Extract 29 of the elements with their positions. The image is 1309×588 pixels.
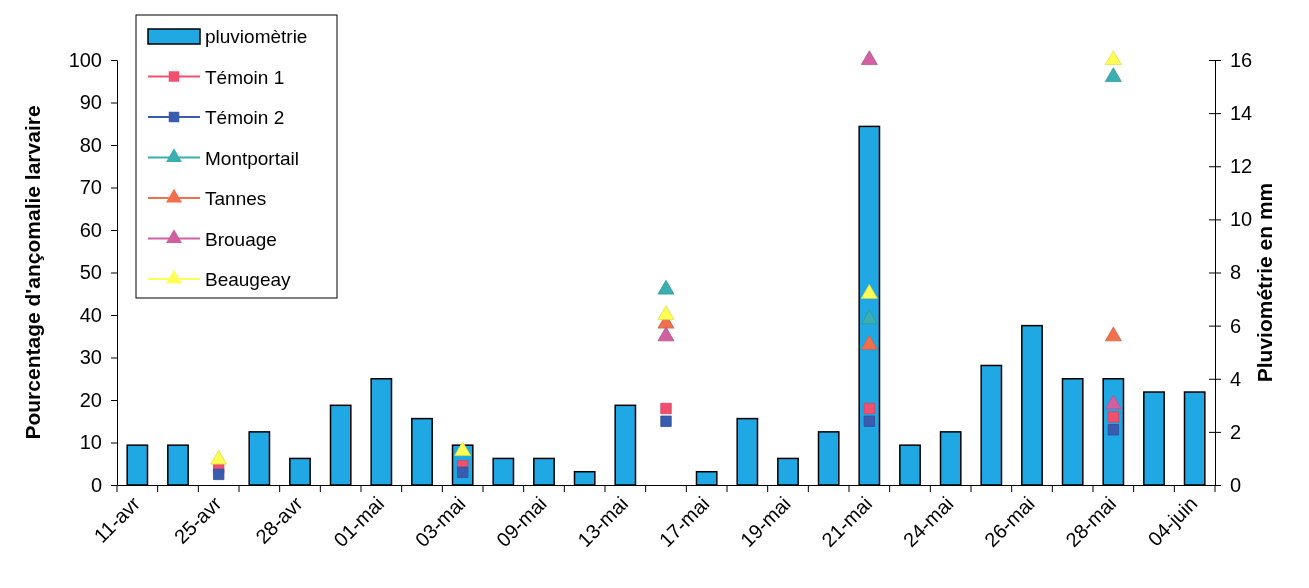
y2-tick-label: 8 xyxy=(1230,261,1242,284)
y-tick-label: 90 xyxy=(79,91,102,114)
legend-label: Témoin 1 xyxy=(205,66,285,88)
y-tick-label: 50 xyxy=(79,261,102,284)
legend-label: Montportail xyxy=(205,147,299,169)
legend-label: Tannes xyxy=(205,188,267,209)
y-tick-label: 20 xyxy=(79,388,102,411)
y2-tick-label: 12 xyxy=(1230,155,1253,178)
y2-tick-label: 2 xyxy=(1230,420,1242,443)
y2-axis-title: Pluviométrie en mm xyxy=(1253,182,1276,383)
y-tick-label: 40 xyxy=(79,303,102,326)
y-tick-label: 0 xyxy=(90,473,102,496)
y2-tick-label: 10 xyxy=(1230,208,1253,231)
y2-tick-label: 4 xyxy=(1230,367,1242,390)
y-tick-label: 30 xyxy=(79,346,102,369)
y-tick-label: 100 xyxy=(68,48,102,71)
y2-tick-label: 14 xyxy=(1230,102,1253,125)
legend-label: Brouage xyxy=(205,228,277,250)
y-tick-label: 70 xyxy=(79,176,102,199)
y2-tick-label: 0 xyxy=(1230,473,1242,496)
y2-tick-label: 6 xyxy=(1230,314,1242,337)
legend-label: Témoin 2 xyxy=(205,107,285,128)
legend-label: Beaugeay xyxy=(205,269,292,290)
y-tick-label: 10 xyxy=(79,431,102,454)
y2-tick-label: 16 xyxy=(1230,48,1253,71)
y-tick-label: 60 xyxy=(79,218,102,241)
legend-label: pluviomètrie xyxy=(205,26,308,47)
y-tick-label: 80 xyxy=(79,133,102,156)
y-axis-title: Pourcentage d'ançomalie larvaire xyxy=(21,105,44,440)
